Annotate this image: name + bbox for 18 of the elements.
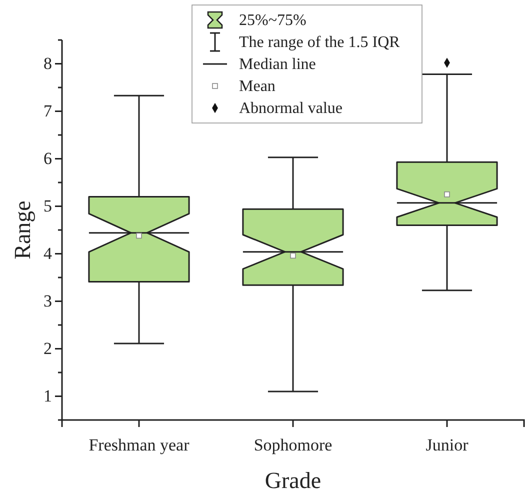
y-tick-label: 8: [44, 54, 52, 74]
y-axis-title: Range: [10, 200, 35, 260]
x-tick-label: Sophomore: [254, 435, 332, 454]
y-tick-label: 5: [44, 196, 52, 216]
x-tick-label: Freshman year: [88, 435, 190, 454]
x-tick-label: Junior: [426, 435, 469, 454]
y-tick-label: 1: [44, 386, 52, 406]
legend-label: 25%~75%: [239, 12, 306, 29]
y-tick-label: 4: [44, 244, 52, 264]
x-axis-title: Grade: [264, 468, 322, 493]
annotation: The range of the 1.5 IQR: [239, 34, 400, 51]
annotation: Mean: [239, 78, 276, 95]
annotation: Abnormal value: [239, 100, 343, 117]
y-tick-label: 6: [44, 149, 52, 168]
annotation: Median line: [239, 56, 316, 73]
y-tick-label: 2: [44, 339, 52, 358]
y-tick-label: 3: [44, 292, 52, 311]
y-tick-label: 7: [44, 102, 52, 121]
